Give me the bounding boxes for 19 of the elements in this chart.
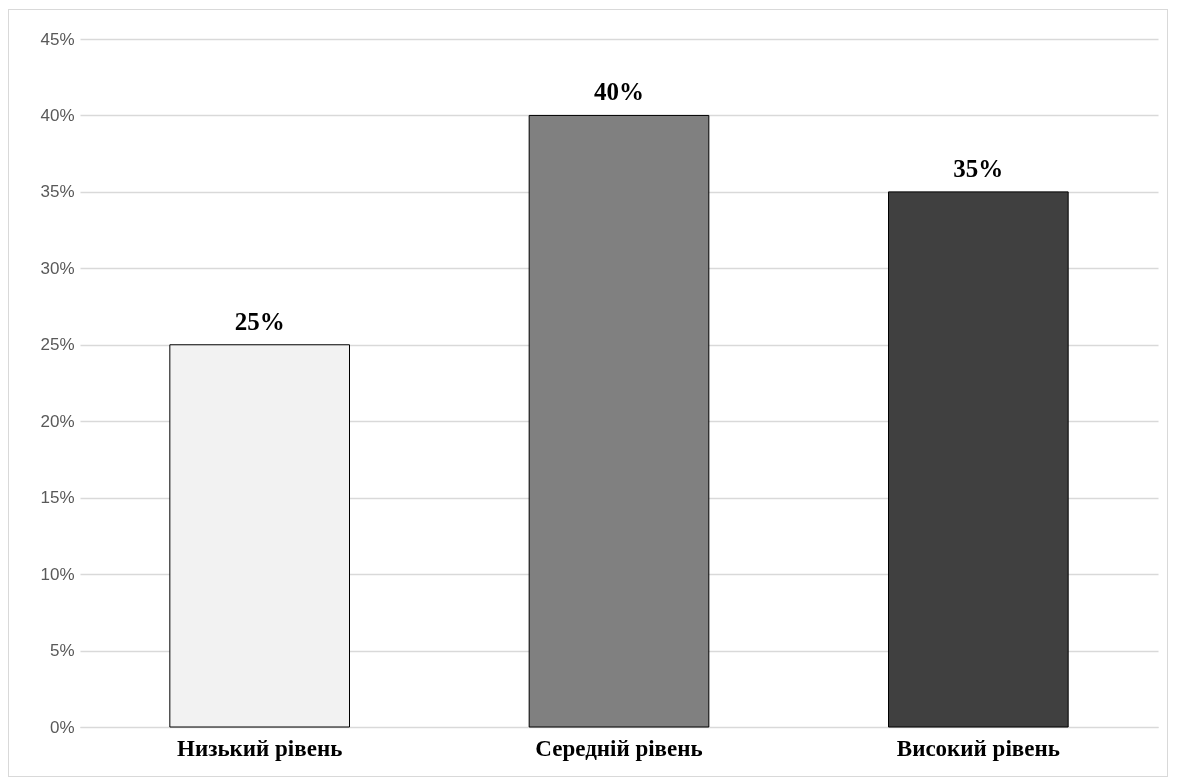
x-tick-label: Середній рівень (535, 735, 703, 761)
x-tick-label: Високий рівень (896, 735, 1060, 761)
x-tick-label: Низький рівень (177, 735, 343, 761)
y-tick-label: 10% (40, 564, 75, 584)
y-tick-label: 35% (40, 182, 75, 202)
data-label: 25% (234, 307, 285, 335)
bar (888, 191, 1069, 728)
bar (169, 344, 350, 728)
y-tick-label: 5% (49, 641, 75, 661)
y-tick-label: 45% (40, 29, 75, 49)
y-tick-label: 40% (40, 105, 75, 125)
y-tick-label: 30% (40, 258, 75, 278)
y-tick-label: 0% (49, 717, 75, 737)
data-label: 35% (953, 154, 1004, 182)
data-label: 40% (594, 78, 644, 106)
y-tick-label: 20% (40, 411, 75, 431)
bar (528, 114, 710, 728)
y-tick-label: 25% (40, 335, 75, 355)
y-tick-label: 15% (40, 488, 75, 508)
